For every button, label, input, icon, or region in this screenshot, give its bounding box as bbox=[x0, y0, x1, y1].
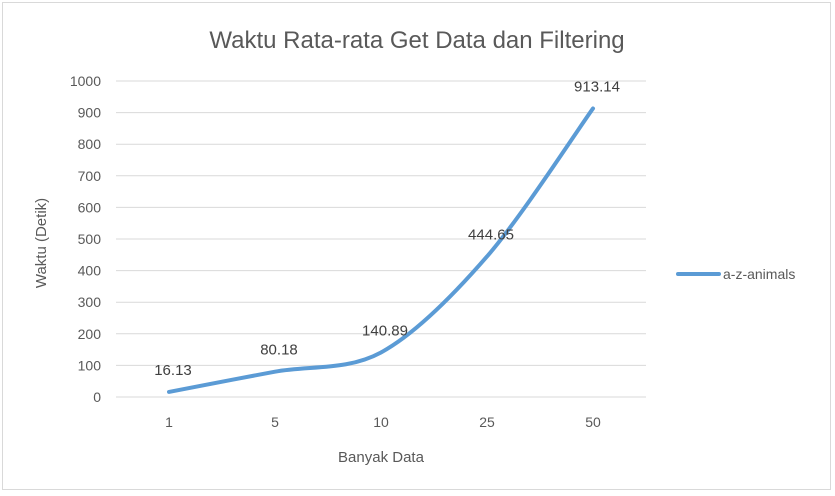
x-tick-label: 50 bbox=[585, 414, 601, 430]
y-axis-tick-labels: 0 100 200 300 400 500 600 700 800 900 1000 bbox=[70, 73, 101, 405]
y-tick-label: 200 bbox=[78, 326, 102, 342]
data-label: 444.65 bbox=[468, 226, 514, 243]
chart-title: Waktu Rata-rata Get Data dan Filtering bbox=[209, 27, 624, 54]
y-tick-label: 0 bbox=[93, 389, 101, 405]
data-label: 16.13 bbox=[154, 362, 192, 379]
x-tick-label: 10 bbox=[373, 414, 389, 430]
data-label: 913.14 bbox=[574, 78, 620, 95]
data-label: 80.18 bbox=[260, 342, 298, 359]
y-tick-label: 800 bbox=[78, 136, 102, 152]
y-tick-label: 400 bbox=[78, 263, 102, 279]
line-chart: Waktu Rata-rata Get Data dan Filtering 0… bbox=[3, 3, 832, 491]
data-label: 140.89 bbox=[362, 322, 408, 339]
legend-label: a-z-animals bbox=[723, 266, 795, 282]
legend: a-z-animals bbox=[678, 266, 795, 282]
x-axis-tick-labels: 1 5 10 25 50 bbox=[165, 414, 601, 430]
y-tick-label: 900 bbox=[78, 105, 102, 121]
y-tick-label: 100 bbox=[78, 357, 102, 373]
x-tick-label: 1 bbox=[165, 414, 173, 430]
x-tick-label: 5 bbox=[271, 414, 279, 430]
series-line bbox=[169, 108, 593, 391]
x-tick-label: 25 bbox=[479, 414, 495, 430]
chart-frame: Waktu Rata-rata Get Data dan Filtering 0… bbox=[2, 2, 831, 490]
y-axis-label: Waktu (Detik) bbox=[33, 198, 50, 288]
y-tick-label: 1000 bbox=[70, 73, 101, 89]
x-axis-label: Banyak Data bbox=[338, 449, 425, 466]
series-layer: 16.13 80.18 140.89 444.65 913.14 bbox=[154, 78, 620, 392]
gridlines bbox=[116, 81, 646, 397]
y-tick-label: 600 bbox=[78, 199, 102, 215]
y-tick-label: 700 bbox=[78, 168, 102, 184]
y-tick-label: 300 bbox=[78, 294, 102, 310]
y-tick-label: 500 bbox=[78, 231, 102, 247]
